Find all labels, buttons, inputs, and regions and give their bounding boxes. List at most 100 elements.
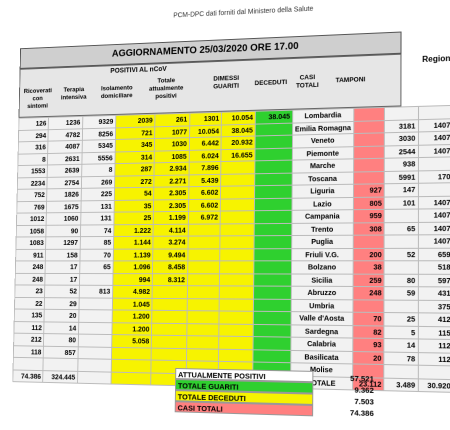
table-cell	[152, 310, 187, 323]
table-cell: 938	[384, 158, 417, 171]
table-cell: 1675	[47, 200, 81, 212]
summary-row: CASI TOTALI 74.386	[175, 401, 314, 416]
col-header-casi-totali: CASI TOTALI	[291, 74, 323, 91]
table-cell: 8.312	[152, 273, 187, 286]
table-cell: 70	[353, 312, 384, 325]
table-cell: 5	[384, 325, 418, 338]
table-cell: 118	[13, 345, 44, 358]
table-cell: 52	[384, 248, 418, 261]
table-cell	[78, 334, 112, 347]
table-cell: 52	[45, 285, 79, 297]
region-name: Valle d'Aosta	[291, 312, 353, 325]
table-cell	[253, 349, 291, 362]
table-cell	[187, 273, 219, 286]
table-cell: 59	[384, 287, 418, 300]
table-cell	[221, 186, 255, 199]
table-cell: 126	[19, 117, 49, 130]
table-cell	[186, 336, 219, 349]
table-cell: 927	[353, 184, 384, 197]
table-cell	[255, 148, 292, 161]
table-cell: 2631	[48, 152, 82, 165]
table-cell: 170	[418, 170, 450, 183]
table-cell: 2.305	[154, 187, 189, 200]
group-header-positivi: POSITIVI AL nCoV	[56, 64, 223, 77]
table-cell: 721	[115, 126, 155, 139]
table-cell: 6.024	[189, 149, 221, 162]
region-name: Sardegna	[291, 324, 353, 338]
table-cell	[255, 135, 292, 148]
table-cell: 1058	[16, 225, 46, 237]
table-cell: 1.096	[113, 261, 153, 273]
region-name: Sicilia	[291, 273, 353, 286]
table-cell: 8	[82, 164, 115, 177]
table-cell: 4087	[48, 140, 82, 153]
table-cell: 5.439	[189, 174, 221, 187]
table-cell: 80	[384, 274, 418, 287]
table-cell: 659	[418, 248, 450, 261]
table-cell: 23	[15, 285, 45, 297]
table-row: 248 17 65 1.096 8.458 Bolzano 38 518	[15, 261, 450, 274]
table-cell	[111, 372, 151, 385]
table-cell: 248	[15, 273, 45, 285]
table-cell: 22	[14, 297, 44, 309]
table-cell	[221, 161, 255, 174]
table-cell: 20	[44, 309, 78, 322]
table-cell	[219, 298, 253, 311]
table-cell: 38	[353, 261, 384, 274]
table-cell	[79, 310, 113, 323]
table-cell: 1407	[418, 118, 450, 132]
col-header-deceduti: DECEDUTI	[248, 79, 293, 88]
table-row: 911 158 70 1.139 9.494 Friuli V.G. 200 52 659	[16, 248, 450, 261]
table-cell: 1301	[190, 112, 222, 125]
summary-label: CASI TOTALI	[178, 403, 223, 413]
table-cell	[384, 300, 418, 313]
table-cell: 805	[353, 197, 384, 210]
table-cell: 158	[46, 249, 80, 261]
table-cell: 38.045	[255, 110, 292, 123]
table-cell: 1297	[46, 237, 80, 249]
region-name: Trento	[292, 222, 354, 235]
table-cell: 959	[353, 209, 384, 222]
table-cell	[219, 311, 253, 324]
table-cell: 5991	[384, 170, 417, 183]
table-cell: 112	[418, 352, 450, 366]
table-cell: 20.932	[221, 136, 255, 149]
table-cell: 74	[80, 224, 113, 236]
table-cell: 3.489	[384, 378, 418, 392]
table-cell: 5345	[82, 139, 115, 152]
table-cell: 248	[15, 261, 45, 273]
table-cell	[151, 348, 186, 361]
table-cell: 2754	[47, 176, 81, 189]
table-cell	[254, 273, 292, 286]
table-cell: 17	[45, 273, 79, 285]
table-cell: 225	[81, 188, 114, 201]
table-cell: 1407	[418, 144, 450, 158]
table-cell	[78, 322, 112, 335]
table-cell	[111, 359, 151, 372]
table-cell: 1012	[16, 213, 46, 225]
table-cell: 80	[44, 334, 79, 347]
table-cell	[253, 299, 291, 312]
table-cell: 82	[353, 325, 384, 338]
table-cell: 35	[114, 199, 154, 212]
table-cell	[385, 106, 418, 120]
table-cell	[219, 286, 253, 299]
table-cell: 14	[384, 338, 418, 352]
table-cell: 9329	[82, 115, 115, 128]
table-cell	[152, 298, 187, 311]
table-cell: 131	[81, 200, 114, 212]
table-cell	[13, 357, 44, 370]
table-cell	[79, 297, 113, 310]
table-cell: 1.144	[113, 236, 153, 248]
table-cell: 147	[384, 183, 418, 196]
table-cell: 2544	[385, 145, 418, 158]
col-header-dimessi: DIMESSI GUARITI	[204, 75, 248, 92]
table-cell	[188, 261, 220, 273]
table-cell	[221, 173, 255, 186]
region-name: Puglia	[291, 235, 353, 248]
table-cell	[255, 198, 292, 211]
table-cell: 5.058	[112, 335, 152, 348]
table-cell: 1077	[155, 125, 190, 138]
region-name: Piemonte	[292, 146, 353, 160]
table-cell	[254, 210, 291, 223]
